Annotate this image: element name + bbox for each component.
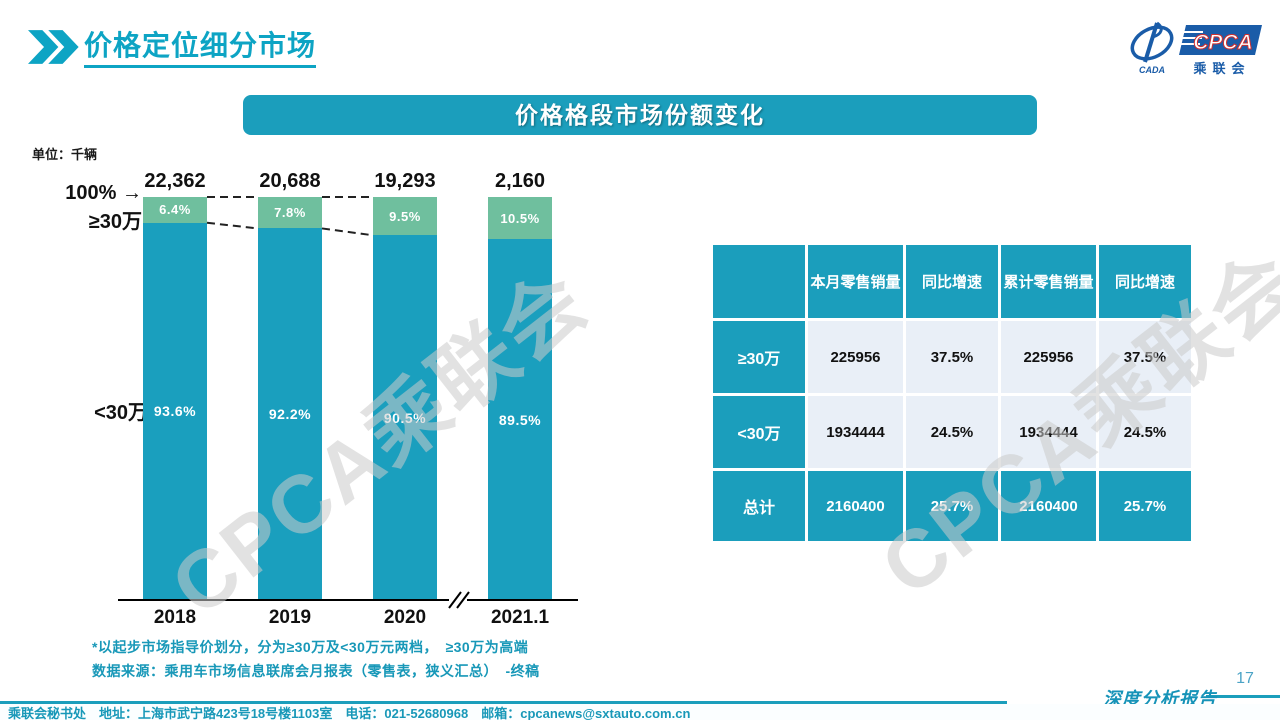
- footer-bar: 乘联会秘书处 地址：上海市武宁路423号18号楼1103室 电话：021-526…: [0, 704, 1280, 720]
- footer-contact-text: 乘联会秘书处 地址：上海市武宁路423号18号楼1103室 电话：021-526…: [8, 705, 691, 720]
- bar-2018: 6.4% 93.6%: [143, 197, 207, 600]
- segment-lt30-2019: 92.2%: [258, 228, 322, 600]
- bar-2019: 7.8% 92.2%: [258, 197, 322, 600]
- bar-total-2020: 19,293: [374, 170, 436, 192]
- table-cell: 1934444: [1001, 396, 1096, 468]
- logo-sub-text: 乘联会: [1192, 61, 1250, 76]
- table-cell: 2160400: [808, 471, 903, 541]
- unit-label: 单位：千辆: [32, 147, 98, 162]
- row-label: <30万: [713, 396, 805, 468]
- segment-lt30-2020: 90.5%: [373, 235, 437, 600]
- legend-lt30-label: <30万: [94, 402, 148, 424]
- bar-total-2019: 20,688: [259, 170, 321, 192]
- table-cell: 225956: [808, 321, 903, 393]
- row-label: ≥30万: [713, 321, 805, 393]
- section-banner: 价格格段市场份额变化: [243, 95, 1037, 135]
- footnote-source: 数据来源：乘用车市场信息联席会月报表（零售表，狭义汇总） -终稿: [92, 663, 540, 679]
- bar-2021.1: 10.5% 89.5%: [488, 197, 552, 600]
- double-chevron-icon: [28, 30, 79, 64]
- segment-lt30-2021.1: 89.5%: [488, 239, 552, 600]
- table-header-cell: 累计零售销量: [1001, 245, 1096, 318]
- table-cell: 225956: [1001, 321, 1096, 393]
- table-row-≥30万: ≥30万 225956 37.5% 225956 37.5%: [713, 321, 1191, 393]
- row-label: 总计: [713, 471, 805, 541]
- page-title: 价格定位细分市场: [84, 24, 317, 68]
- retail-sales-table: 本月零售销量 同比增速 累计零售销量 同比增速 ≥30万 225956 37.5% 22595…: [710, 242, 1194, 544]
- logo-cpca-text: CPCA: [1193, 31, 1253, 54]
- table-cell: 24.5%: [1099, 396, 1191, 468]
- footnote-definition: *以起步市场指导价划分，分为≥30万及<30万元两档， ≥30万为高端: [92, 639, 529, 655]
- table-cell: 37.5%: [1099, 321, 1191, 393]
- table-cell: 37.5%: [906, 321, 998, 393]
- bar-total-2021.1: 2,160: [494, 170, 546, 192]
- segment-ge30-2021.1: 10.5%: [488, 197, 552, 240]
- legend-ge30-label: ≥30万: [88, 211, 142, 233]
- table-header-row: 本月零售销量 同比增速 累计零售销量 同比增速: [713, 245, 1191, 318]
- footer-divider: [0, 701, 1007, 704]
- x-tick-2019: 2019: [268, 607, 312, 628]
- table-header-cell: [713, 245, 805, 318]
- table-cell: 2160400: [1001, 471, 1096, 541]
- logo-cada-text: CADA: [1139, 65, 1165, 75]
- segment-ge30-2019: 7.8%: [258, 197, 322, 229]
- segment-ge30-2020: 9.5%: [373, 197, 437, 236]
- table-row-总计: 总计 2160400 25.7% 2160400 25.7%: [713, 471, 1191, 541]
- bar-2020: 9.5% 90.5%: [373, 197, 437, 600]
- table-cell: 25.7%: [906, 471, 998, 541]
- table-cell: 24.5%: [906, 396, 998, 468]
- market-share-stacked-bar-chart: 22,362 6.4% 93.6% 2018 20,688 7.8% 92.2% 2019 19…: [118, 170, 588, 635]
- x-tick-2021.1: 2021.1: [490, 607, 550, 628]
- table-row-<30万: <30万 1934444 24.5% 1934444 24.5%: [713, 396, 1191, 468]
- table-header-cell: 本月零售销量: [808, 245, 903, 318]
- table-header-cell: 同比增速: [1099, 245, 1191, 318]
- table-cell: 25.7%: [1099, 471, 1191, 541]
- axis-100pct-annotation: 100% →: [65, 182, 142, 204]
- table-header-cell: 同比增速: [906, 245, 998, 318]
- x-tick-2020: 2020: [383, 607, 427, 628]
- bar-total-2018: 22,362: [144, 170, 206, 192]
- segment-ge30-2018: 6.4%: [143, 197, 207, 223]
- cpca-logo: CADA CPCA 乘联会: [1130, 21, 1262, 76]
- segment-lt30-2018: 93.6%: [143, 222, 207, 600]
- footer-divider-right: [1206, 695, 1280, 698]
- page-number: 17: [1236, 670, 1254, 687]
- x-tick-2018: 2018: [153, 607, 197, 628]
- table-cell: 1934444: [808, 396, 903, 468]
